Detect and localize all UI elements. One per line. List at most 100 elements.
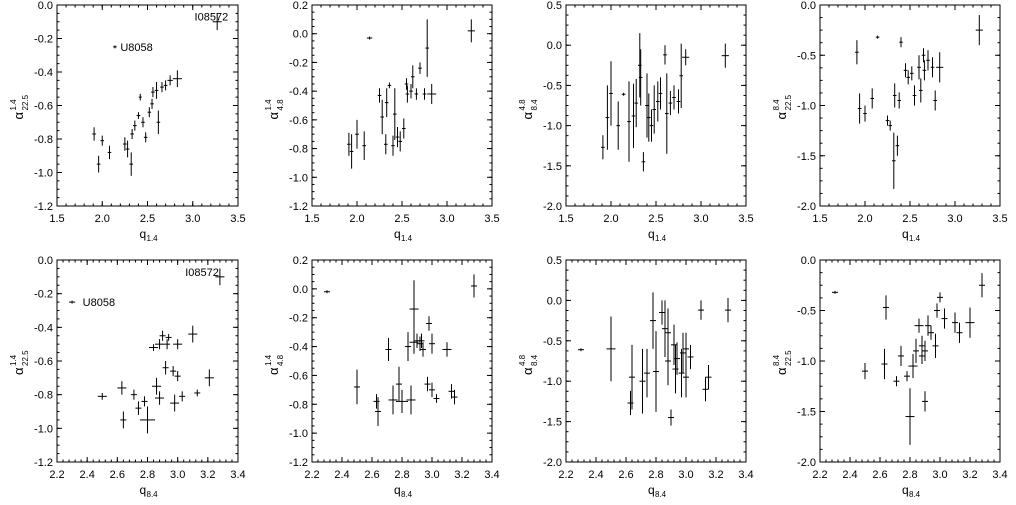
x-axis-label: q — [394, 483, 401, 497]
data-point — [936, 52, 944, 83]
data-point — [429, 333, 435, 354]
data-point — [125, 140, 130, 158]
data-point — [155, 391, 165, 405]
plot-frame — [311, 259, 493, 463]
y-tick-label: -0.2 — [289, 57, 308, 69]
data-point — [152, 377, 162, 395]
x-tick-label: 2.2 — [812, 469, 827, 481]
data-point — [863, 105, 867, 122]
x-tick-label: 2.0 — [603, 213, 618, 225]
y-tick-label: -0.4 — [289, 342, 308, 354]
data-point — [919, 347, 925, 365]
x-axis-label-subscript: 1.4 — [401, 234, 413, 243]
y-tick-label: -0.2 — [34, 289, 53, 301]
y-tick-label: -1.5 — [797, 407, 816, 419]
data-point — [420, 342, 426, 357]
data-point — [471, 274, 477, 298]
data-point — [174, 371, 181, 382]
point-annotation: I08572 — [185, 267, 219, 279]
data-point — [855, 40, 859, 65]
x-axis-label: q — [902, 227, 909, 241]
data-point — [857, 93, 862, 124]
data-point — [621, 92, 626, 96]
chart-panel-4: 1.5 2.0 2.5 3.0 3.5 -2.0 -1.5 -1.0 -0.5 0.0 q 1.4 α8… — [772, 0, 1008, 243]
y-tick-label: 0.0 — [38, 255, 53, 267]
data-point — [96, 155, 101, 173]
data-point — [683, 356, 689, 398]
y-axis-label-superscript: 1.4 — [264, 354, 273, 366]
y-tick-label: -0.5 — [543, 336, 562, 348]
x-tick-label: 2.0 — [95, 213, 110, 225]
x-tick-label: 3.2 — [708, 469, 723, 481]
data-point — [832, 290, 838, 294]
data-point — [107, 145, 112, 160]
data-point — [647, 93, 651, 142]
y-axis-label-group: α8.4 22.5 — [772, 94, 793, 119]
y-axis-label: α — [11, 112, 26, 120]
data-point — [578, 348, 584, 352]
x-axis-label: q — [648, 227, 655, 241]
x-axis-label: q — [394, 227, 401, 241]
data-point — [885, 115, 890, 126]
data-point — [97, 392, 107, 400]
x-tick-label: 1.5 — [49, 213, 64, 225]
x-tick-label: 2.5 — [902, 213, 917, 225]
y-tick-label: -1.0 — [34, 423, 53, 435]
data-point — [644, 348, 650, 398]
y-tick-label: -2.0 — [797, 201, 816, 213]
data-point — [135, 401, 142, 415]
chart-panel-6: 2.2 2.4 2.6 2.8 3.0 3.2 3.4 -1.2 -1.0 -0.8 -0.6 -0.… — [264, 255, 500, 499]
y-axis-label-group: α1.4 4.8 — [264, 354, 285, 375]
y-tick-label: -0.8 — [34, 134, 53, 146]
data-point — [362, 131, 366, 161]
x-tick-label: 2.6 — [364, 469, 379, 481]
data-point — [160, 82, 164, 93]
y-tick-label: -0.6 — [34, 356, 53, 368]
data-point — [391, 135, 395, 156]
data-point — [451, 389, 458, 405]
x-tick-label: 2.2 — [49, 469, 64, 481]
data-point — [702, 377, 709, 402]
data-point — [388, 385, 398, 415]
chart-panel-3: 1.5 2.0 2.5 3.0 3.5 -2.0 -1.5 -1.0 -0.5 0.0 0.5 q 1.… — [518, 0, 754, 243]
data-point — [870, 88, 874, 109]
x-tick-label: 3.0 — [678, 469, 693, 481]
data-point — [393, 88, 397, 140]
data-point — [167, 75, 173, 86]
x-axis-label-subscript: 1.4 — [655, 234, 667, 243]
y-tick-label: -0.2 — [34, 34, 53, 46]
y-axis-label-superscript: 1.4 — [264, 99, 273, 111]
data-point — [355, 119, 359, 149]
x-axis-label-subscript: 8.4 — [655, 490, 667, 499]
data-point — [932, 333, 939, 358]
data-point — [705, 365, 712, 390]
data-point — [422, 88, 427, 100]
data-point — [188, 325, 198, 343]
x-tick-label: 3.2 — [454, 469, 469, 481]
data-point — [668, 91, 673, 116]
data-point — [676, 89, 681, 114]
y-tick-label: -0.8 — [289, 144, 308, 156]
x-tick-label: 1.5 — [304, 213, 319, 225]
data-point — [467, 19, 475, 43]
x-tick-label: 3.4 — [230, 469, 245, 481]
y-axis-label-subscript: 4.8 — [276, 354, 285, 366]
data-point — [627, 390, 634, 416]
data-point — [650, 292, 656, 349]
data-point — [881, 348, 888, 380]
x-tick-label: 3.4 — [738, 469, 753, 481]
data-point — [910, 66, 914, 81]
y-axis-label-subscript: 4.8 — [276, 99, 285, 111]
y-axis-label-superscript: 8.4 — [772, 99, 781, 111]
data-point — [616, 101, 620, 150]
data-point — [605, 85, 610, 150]
x-tick-label: 3.2 — [200, 469, 215, 481]
x-tick-label: 2.8 — [648, 469, 663, 481]
data-point — [156, 110, 161, 134]
x-tick-label: 3.2 — [962, 469, 977, 481]
data-point — [442, 342, 452, 357]
data-point — [138, 93, 142, 101]
x-axis-label-subscript: 8.4 — [909, 490, 921, 499]
x-axis-label: q — [140, 227, 147, 241]
